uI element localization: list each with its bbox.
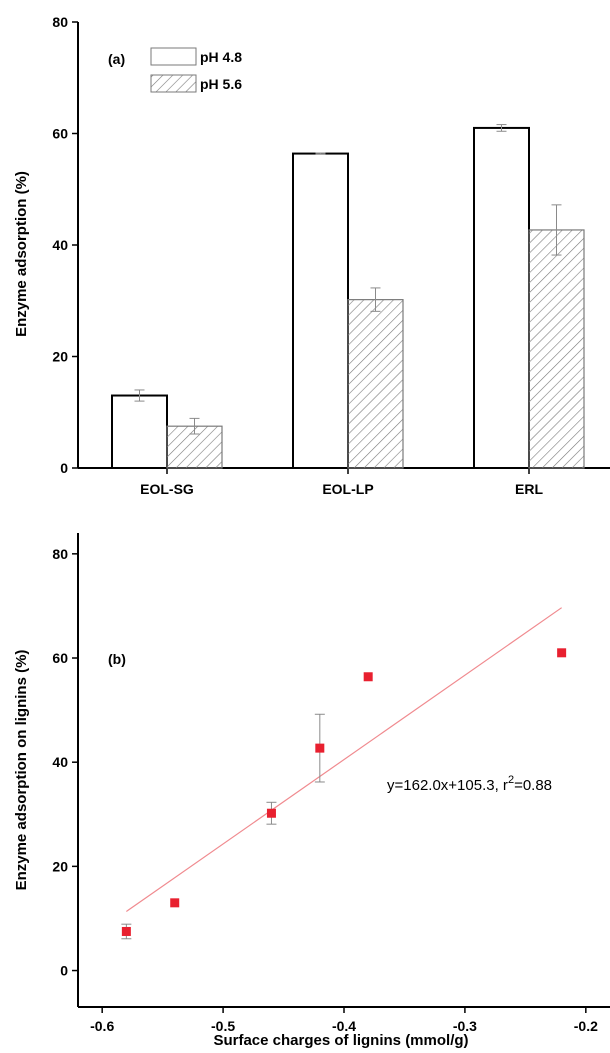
panel-a-bar-chart: 0 20 40 60 80 EOL-SG EOL-LP ERL Enzyme adsorpt… (13, 14, 610, 497)
panel-b-x-tick-label: -0.4 (332, 1018, 356, 1034)
fit-equation-sup: 2 (508, 774, 514, 786)
panel-a-bars (111, 124, 585, 470)
legend-swatch-ph-5-6 (150, 74, 197, 93)
error-bar (496, 124, 507, 132)
panel-b-x-tick-label: -0.6 (90, 1018, 114, 1034)
panel-b-x-ticks: -0.6 -0.5 -0.4 -0.3 -0.2 (90, 1007, 598, 1034)
panel-a-x-tick-label: ERL (515, 481, 543, 497)
error-bar (134, 389, 145, 402)
panel-a-y-axis-label: Enzyme adsorption (%) (13, 171, 30, 337)
panel-b-points (121, 648, 567, 940)
panel-b-axes (77, 533, 610, 1008)
fit-line (126, 607, 562, 912)
panel-a-x-tick-label: EOL-LP (322, 481, 373, 497)
error-bar (189, 417, 200, 435)
data-point (170, 898, 180, 908)
error-bar (370, 287, 381, 312)
error-bar (551, 204, 562, 256)
panel-b-y-ticks: 0 20 40 60 80 (52, 546, 78, 979)
panel-b-x-tick-label: -0.2 (574, 1018, 598, 1034)
data-point (315, 743, 325, 753)
bar-ph-5-6 (347, 299, 404, 469)
data-point (121, 926, 131, 936)
panel-b-y-tick-label: 20 (52, 858, 68, 874)
panel-a-y-ticks: 0 20 40 60 80 (52, 14, 78, 476)
bar-ph-4-8 (111, 394, 168, 469)
legend-label-ph-4-8: pH 4.8 (200, 49, 242, 65)
panel-a-y-tick-label: 20 (52, 349, 68, 365)
data-point (363, 672, 373, 682)
bar-ph-5-6 (166, 425, 223, 469)
panel-b-y-tick-label: 80 (52, 546, 68, 562)
panel-b-scatter-chart: 0 20 40 60 80 -0.6 -0.5 -0.4 -0.3 -0.2 Enzyme ad… (13, 533, 610, 1049)
panel-a-x-tick-label: EOL-SG (140, 481, 194, 497)
panel-a-y-tick-label: 40 (52, 237, 68, 253)
panel-b-fit-line (126, 607, 562, 912)
bar-ph-4-8 (292, 152, 349, 469)
legend-label-ph-5-6: pH 5.6 (200, 76, 242, 92)
fit-equation-main: y=162.0x+105.3, r (387, 777, 508, 794)
panel-a-y-tick-label: 80 (52, 14, 68, 30)
panel-a-y-tick-label: 0 (60, 460, 68, 476)
panel-b-x-tick-label: -0.3 (453, 1018, 477, 1034)
panel-b-y-tick-label: 60 (52, 650, 68, 666)
fit-equation-suffix: =0.88 (514, 777, 552, 794)
panel-b-tag: (b) (108, 651, 126, 667)
fit-equation: y=162.0x+105.3, r2=0.88 (387, 774, 552, 794)
panel-a-legend: pH 4.8 pH 5.6 (150, 47, 242, 93)
panel-b-y-tick-label: 0 (60, 963, 68, 979)
panel-a-x-ticks: EOL-SG EOL-LP ERL (140, 468, 543, 497)
bar-ph-5-6 (528, 229, 585, 469)
panel-a-tag: (a) (108, 51, 125, 67)
panel-b-y-axis-label: Enzyme adsorption on lignins (%) (13, 650, 30, 891)
data-point (557, 648, 567, 658)
legend-swatch-ph-4-8 (150, 47, 197, 66)
panel-b-y-tick-label: 40 (52, 754, 68, 770)
data-point (266, 808, 276, 818)
bar-ph-4-8 (473, 126, 530, 470)
panel-b-x-axis-label: Surface charges of lignins (mmol/g) (213, 1032, 468, 1049)
error-bar (315, 152, 326, 155)
panel-b-x-tick-label: -0.5 (211, 1018, 235, 1034)
panel-a-y-tick-label: 60 (52, 126, 68, 142)
